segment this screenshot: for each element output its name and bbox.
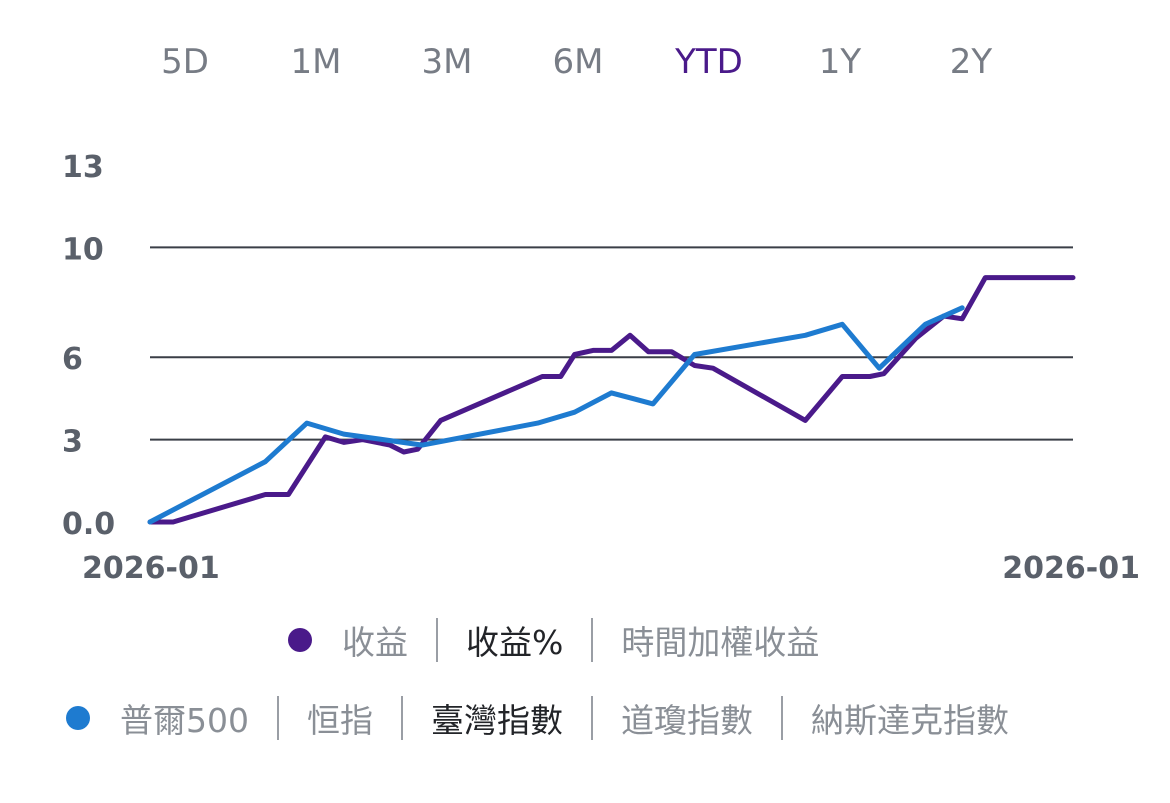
y-tick-label: 0.0: [62, 507, 115, 542]
legend-separator: [401, 696, 403, 740]
range-2y[interactable]: 2Y: [949, 42, 993, 82]
benchmark-option-dow[interactable]: 道瓊指數: [621, 701, 753, 740]
range-5d[interactable]: 5D: [161, 42, 209, 82]
portfolio-return-line: [147, 275, 1076, 525]
range-1m[interactable]: 1M: [290, 42, 342, 82]
benchmark-option-hsi[interactable]: 恒指: [307, 701, 373, 740]
y-tick-label: 3: [62, 425, 83, 460]
benchmark-return-line: [147, 305, 965, 525]
portfolio-legend-dot: [288, 628, 312, 652]
returns-line-chart: 0.0 3 6 10 13 2026-01 2026-01: [62, 150, 1140, 586]
range-ytd[interactable]: YTD: [675, 42, 743, 82]
benchmark-option-taiwan[interactable]: 臺灣指數: [431, 701, 563, 740]
range-3m[interactable]: 3M: [421, 42, 473, 82]
legend-separator: [277, 696, 279, 740]
benchmark-legend-dot: [66, 706, 90, 730]
time-range-selector: 5D 1M 3M 6M YTD 1Y 2Y: [120, 42, 1040, 92]
metric-option-time-weighted[interactable]: 時間加權收益: [621, 623, 820, 662]
benchmark-option-sp500[interactable]: 普爾500: [120, 701, 249, 740]
benchmark-option-nasdaq[interactable]: 納斯達克指數: [811, 701, 1009, 740]
legend-separator: [591, 618, 594, 662]
metric-legend: 收益 收益% 時間加權收益: [0, 612, 1170, 668]
y-tick-label: 10: [62, 232, 104, 267]
range-1y[interactable]: 1Y: [818, 42, 862, 82]
x-start-label: 2026-01: [82, 551, 220, 586]
metric-option-earnings[interactable]: 收益: [342, 623, 408, 662]
benchmark-legend: 普爾500 恒指 臺灣指數 道瓊指數 納斯達克指數: [0, 690, 1170, 746]
y-tick-label: 13: [62, 150, 104, 185]
legend-separator: [781, 696, 783, 740]
y-tick-label: 6: [62, 342, 83, 377]
x-end-label: 2026-01: [1002, 551, 1140, 586]
range-6m[interactable]: 6M: [552, 42, 604, 82]
legend-separator: [591, 696, 593, 740]
metric-option-earnings-percent[interactable]: 收益%: [466, 623, 564, 662]
legend-separator: [436, 618, 438, 662]
